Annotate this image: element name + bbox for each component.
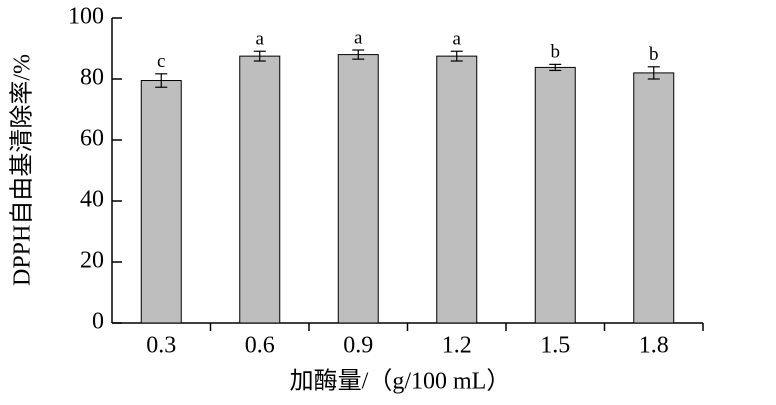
y-tick-label: 0 bbox=[92, 309, 104, 335]
bar bbox=[337, 54, 379, 324]
significance-label: b bbox=[551, 42, 561, 63]
error-bar bbox=[647, 66, 660, 80]
significance-label: a bbox=[354, 27, 363, 48]
x-tick-label: 1.8 bbox=[639, 333, 669, 359]
error-bar bbox=[549, 63, 562, 72]
bar bbox=[534, 66, 576, 324]
bar bbox=[436, 55, 478, 324]
significance-label: c bbox=[157, 51, 165, 72]
x-tick-label: 0.9 bbox=[343, 333, 373, 359]
significance-label: b bbox=[649, 44, 659, 65]
bar bbox=[140, 80, 182, 324]
error-bar bbox=[450, 50, 463, 62]
significance-label: a bbox=[256, 29, 265, 50]
error-bar bbox=[352, 49, 365, 60]
y-tick-label: 20 bbox=[80, 248, 104, 274]
y-tick-label: 100 bbox=[68, 4, 104, 30]
x-tick-label: 1.2 bbox=[442, 333, 472, 359]
y-tick-label: 60 bbox=[80, 126, 104, 152]
x-tick-label: 0.6 bbox=[245, 333, 275, 359]
x-axis-label: 加酶量/（g/100 mL） bbox=[290, 368, 511, 395]
y-tick-label: 40 bbox=[80, 187, 104, 213]
x-tick-label: 0.3 bbox=[146, 333, 176, 359]
x-tick-label: 1.5 bbox=[540, 333, 570, 359]
error-bar bbox=[155, 73, 168, 88]
bar bbox=[633, 72, 675, 324]
y-tick-label: 80 bbox=[80, 65, 104, 91]
y-axis-label: DPPH自由基清除率/% bbox=[9, 54, 36, 286]
error-bar bbox=[253, 50, 266, 62]
bar bbox=[239, 55, 281, 324]
significance-label: a bbox=[453, 29, 462, 50]
